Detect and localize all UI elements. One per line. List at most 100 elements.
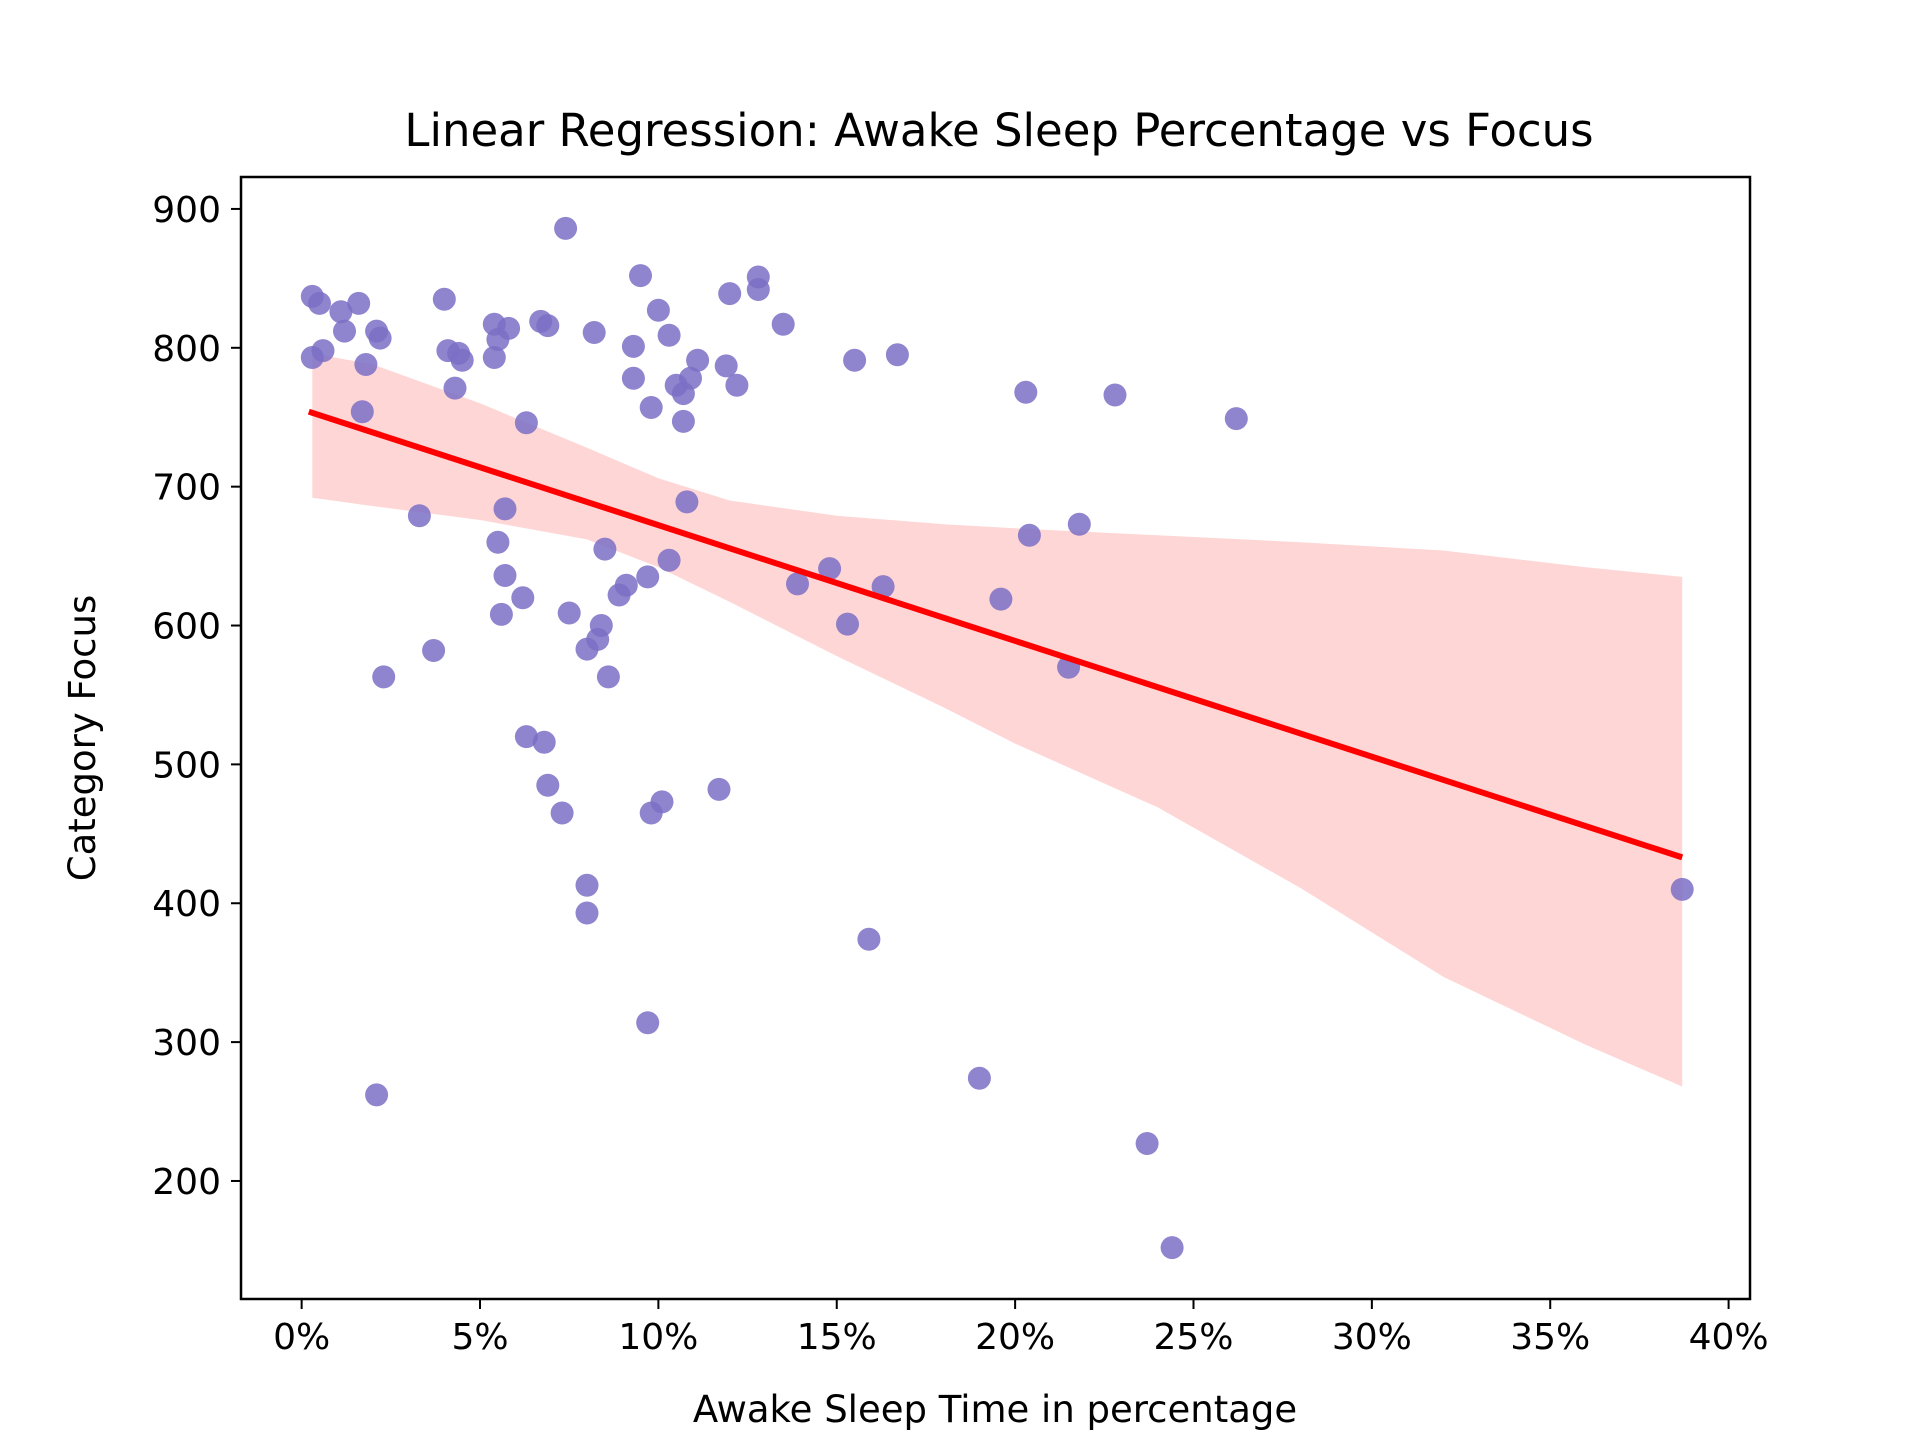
y-tick-label: 700	[152, 468, 221, 509]
scatter-point	[1670, 877, 1694, 901]
axes-frame	[239, 175, 1752, 1301]
scatter-point	[329, 300, 353, 324]
x-tick-label: 35%	[1510, 1317, 1590, 1358]
scatter-point	[596, 665, 620, 689]
scatter-point	[489, 602, 513, 626]
x-tick-label: 30%	[1332, 1317, 1412, 1358]
x-axis: 0% 5% 10% 15% 20% 25% 30% 35% 40%	[273, 1299, 1769, 1358]
scatter-point	[354, 353, 378, 376]
scatter-point	[636, 565, 660, 589]
scatter-point	[1014, 380, 1038, 404]
scatter-point	[636, 1011, 660, 1035]
scatter-point	[557, 601, 581, 625]
regression-line	[307, 408, 1684, 861]
x-tick-label: 15%	[797, 1317, 877, 1358]
scatter-point	[422, 639, 446, 662]
scatter-point	[450, 348, 474, 372]
scatter-point	[575, 901, 599, 925]
scatter-point	[532, 730, 556, 754]
scatter-point	[657, 548, 681, 572]
y-tick-label: 400	[152, 884, 221, 925]
scatter-point	[967, 1066, 991, 1090]
plot-area	[300, 216, 1694, 1260]
y-tick-label: 300	[152, 1023, 221, 1064]
scatter-point	[536, 314, 560, 338]
scatter-point	[493, 497, 517, 521]
scatter-point	[989, 587, 1013, 611]
scatter-point	[857, 927, 881, 951]
confidence-band	[312, 353, 1683, 1087]
scatter-point	[593, 537, 617, 561]
scatter-point	[1224, 407, 1248, 431]
scatter-point	[707, 777, 731, 801]
scatter-point	[718, 282, 742, 306]
scatter-point	[885, 343, 909, 367]
scatter-point	[432, 287, 456, 311]
scatter-point	[333, 319, 356, 343]
scatter-point	[497, 316, 521, 340]
scatter-point	[1067, 512, 1091, 536]
y-tick-label: 200	[152, 1162, 221, 1203]
scatter-point	[486, 530, 510, 554]
scatter-point	[368, 326, 392, 350]
scatter-point	[818, 557, 842, 581]
scatter-point	[843, 348, 867, 372]
scatter-point	[746, 278, 770, 301]
scatter-point	[575, 637, 599, 661]
scatter-point	[771, 312, 795, 336]
scatter-point	[607, 583, 631, 607]
y-tick-label: 600	[152, 607, 221, 648]
scatter-point	[1160, 1236, 1184, 1260]
scatter-point	[350, 400, 374, 424]
scatter-point	[311, 339, 335, 363]
x-tick-label: 25%	[1153, 1317, 1233, 1358]
chart-title: Linear Regression: Awake Sleep Percentag…	[404, 104, 1593, 157]
y-axis-label: Category Focus	[61, 595, 104, 881]
x-tick-label: 20%	[975, 1317, 1055, 1358]
x-tick-label: 0%	[273, 1317, 330, 1358]
scatter-point	[511, 586, 535, 610]
x-tick-label: 10%	[618, 1317, 698, 1358]
scatter-point	[575, 873, 599, 897]
scatter-point	[536, 773, 560, 797]
scatter-point	[714, 354, 738, 378]
scatter-point	[550, 801, 574, 825]
x-axis-label: Awake Sleep Time in percentage	[693, 1388, 1297, 1431]
scatter-point	[1017, 523, 1041, 547]
scatter-point	[786, 572, 809, 596]
scatter-point	[671, 409, 695, 433]
y-tick-label: 900	[152, 190, 221, 231]
scatter-point	[629, 264, 652, 288]
scatter-point	[1135, 1132, 1159, 1155]
scatter-point	[650, 790, 674, 814]
scatter-point	[372, 665, 396, 689]
scatter-point	[493, 564, 517, 587]
scatter-point	[443, 376, 467, 400]
y-tick-label: 800	[152, 329, 221, 370]
y-axis: 200 300 400 500 600 700 800 900	[152, 190, 241, 1203]
x-tick-label: 5%	[451, 1317, 508, 1358]
scatter-point	[554, 216, 578, 240]
scatter-point	[347, 291, 371, 315]
scatter-point	[514, 411, 538, 435]
scatter-point	[836, 612, 859, 636]
scatter-point	[639, 396, 663, 419]
x-tick-label: 40%	[1689, 1317, 1769, 1358]
scatter-point	[514, 725, 538, 749]
scatter-point	[621, 366, 645, 390]
scatter-point	[582, 321, 606, 344]
scatter-point	[657, 323, 681, 347]
scatter-point	[308, 291, 331, 315]
scatter-point	[646, 298, 670, 322]
scatter-point	[725, 373, 749, 397]
scatter-point	[482, 346, 506, 369]
scatter-point	[621, 334, 645, 358]
scatter-point	[1103, 383, 1127, 407]
scatter-point	[365, 1083, 389, 1107]
scatter-point	[679, 366, 702, 390]
scatter-point	[871, 575, 895, 599]
scatter-point	[407, 504, 431, 528]
scatter-point	[686, 348, 710, 372]
scatter-point	[675, 490, 699, 514]
